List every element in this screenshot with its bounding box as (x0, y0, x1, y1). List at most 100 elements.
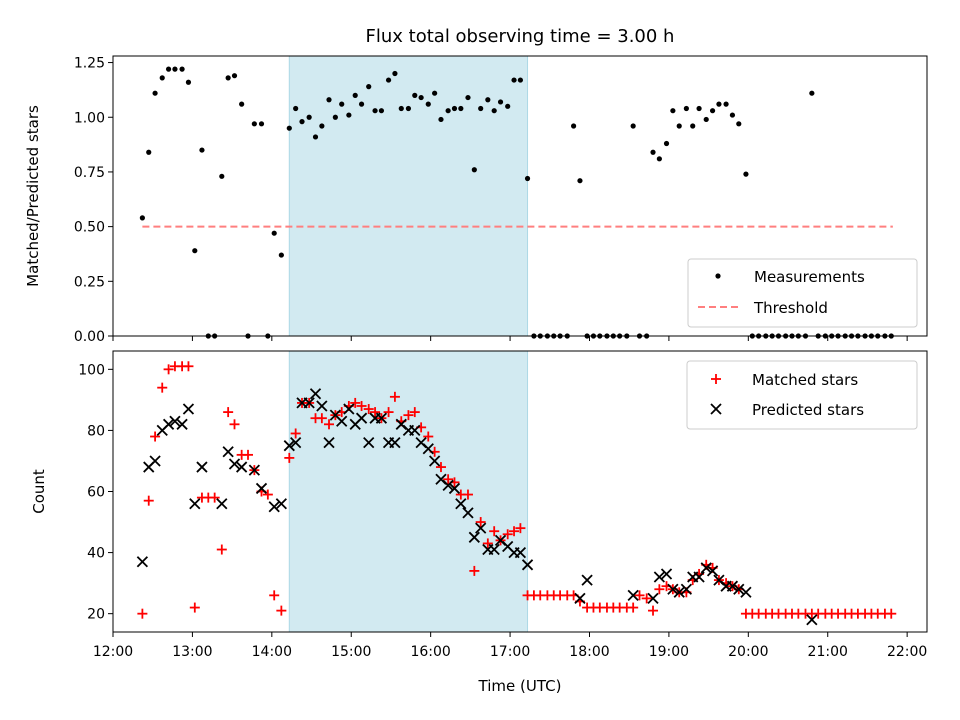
measurement-point (511, 77, 517, 83)
measurement-point (332, 114, 338, 120)
measurement-point (231, 73, 238, 79)
matched-star-point (150, 431, 161, 442)
measurement-point (286, 125, 292, 131)
matched-star-point (262, 489, 273, 500)
matched-star-point (443, 474, 454, 485)
predicted-star-point (222, 446, 234, 458)
measurement-point (366, 84, 372, 90)
matched-star-point (163, 364, 174, 375)
legend-measurement-marker (715, 273, 721, 279)
measurement-point (723, 101, 729, 107)
predicted-star-point (521, 559, 534, 571)
measurement-point (497, 99, 504, 105)
measurement-point (319, 123, 325, 129)
predicted-star-point (228, 458, 241, 470)
count-x-ticks: 12:00 13:00 14:00 15:00 16:00 17:00 18:00 19:00… (93, 632, 927, 660)
measurement-point (524, 175, 531, 182)
matched-star-point (363, 404, 374, 415)
measurement-point (729, 112, 736, 118)
measurement-point (809, 90, 815, 96)
measurement-point (251, 121, 257, 127)
predicted-star-point (514, 546, 527, 559)
x-tick-label: 15:00 (331, 644, 371, 660)
count-plot-area (136, 361, 897, 626)
y-tick-label: 0.75 (74, 165, 105, 181)
predicted-star-point (303, 397, 315, 409)
count-legend: Matched stars Predicted stars (686, 360, 918, 430)
matched-star-point (435, 462, 446, 473)
matched-star-point (356, 400, 367, 411)
matched-star-point (370, 407, 381, 418)
measurement-point (278, 252, 284, 258)
measurement-point (577, 178, 583, 184)
observing-window-bottom (288, 350, 529, 633)
measurement-point (491, 108, 497, 114)
measurement-point (517, 77, 523, 83)
ratio-panel: 0.00 0.25 0.50 0.75 1.00 1.25 Flux total obse… (24, 26, 928, 345)
measurement-point (339, 101, 345, 107)
predicted-star-point (680, 583, 693, 595)
measurement-point (650, 149, 656, 155)
matched-star-point (223, 407, 234, 418)
measurement-point (438, 116, 444, 123)
predicted-star-point (574, 592, 586, 605)
measurement-point (326, 97, 332, 103)
measurement-point (736, 121, 742, 127)
measurement-point (505, 103, 511, 109)
y-tick-label: 0.25 (74, 274, 105, 290)
predicted-star-point (468, 531, 480, 543)
legend-frame (687, 258, 918, 328)
measurement-point (630, 123, 636, 129)
matched-star-point (324, 419, 335, 430)
measurement-point (458, 105, 464, 112)
matched-star-point (229, 419, 240, 430)
measurement-point (709, 108, 716, 114)
predicted-star-point (488, 543, 500, 556)
matched-star-point (502, 529, 513, 540)
matched-star-point (886, 608, 897, 619)
ratio-x-ticks (112, 336, 908, 341)
y-tick-label: 100 (78, 362, 105, 378)
matched-star-point (475, 517, 486, 528)
predicted-star-point (189, 498, 201, 510)
matched-star-point (143, 495, 154, 506)
predicted-star-point (475, 522, 487, 534)
ratio-y-ticks: 0.00 0.25 0.50 0.75 1.00 1.25 (74, 56, 113, 345)
measurement-point (471, 167, 477, 173)
legend-frame (686, 360, 918, 430)
predicted-star-point (647, 592, 659, 605)
predicted-star-point (627, 589, 639, 601)
predicted-star-point (283, 440, 295, 452)
predicted-star-point (726, 580, 739, 592)
matched-star-point (316, 413, 327, 424)
predicted-star-point (355, 412, 368, 424)
measurement-point (703, 116, 709, 123)
matched-star-point (137, 608, 148, 619)
measurement-point (398, 105, 404, 112)
predicted-star-point (182, 403, 195, 415)
measurement-point (385, 77, 392, 83)
measurement-point (172, 66, 178, 72)
predicted-star-point (733, 583, 745, 595)
measurement-point (465, 94, 471, 101)
measurement-point (258, 121, 265, 127)
predicted-star-point (309, 388, 322, 400)
predicted-star-point (660, 568, 673, 580)
matched-star-point (216, 544, 227, 555)
measurement-point (306, 114, 312, 120)
measurement-point (485, 97, 491, 103)
predicted-star-point (236, 461, 248, 473)
count-y-axis-label: Count (30, 469, 48, 514)
x-tick-label: 12:00 (93, 644, 133, 660)
measurement-point (716, 101, 722, 107)
x-tick-label: 19:00 (649, 644, 689, 660)
matched-star-point (189, 602, 200, 613)
measurement-point (192, 248, 198, 254)
measurement-point (418, 94, 424, 101)
measurement-point (372, 108, 378, 114)
observing-window-top (288, 55, 529, 337)
x-tick-label: 16:00 (410, 644, 450, 660)
count-panel: 20 40 60 80 100 12:00 13:00 14:00 15:00 16:00 17:… (30, 350, 928, 695)
x-tick-label: 21:00 (808, 644, 848, 660)
predicted-star-point (693, 571, 705, 583)
